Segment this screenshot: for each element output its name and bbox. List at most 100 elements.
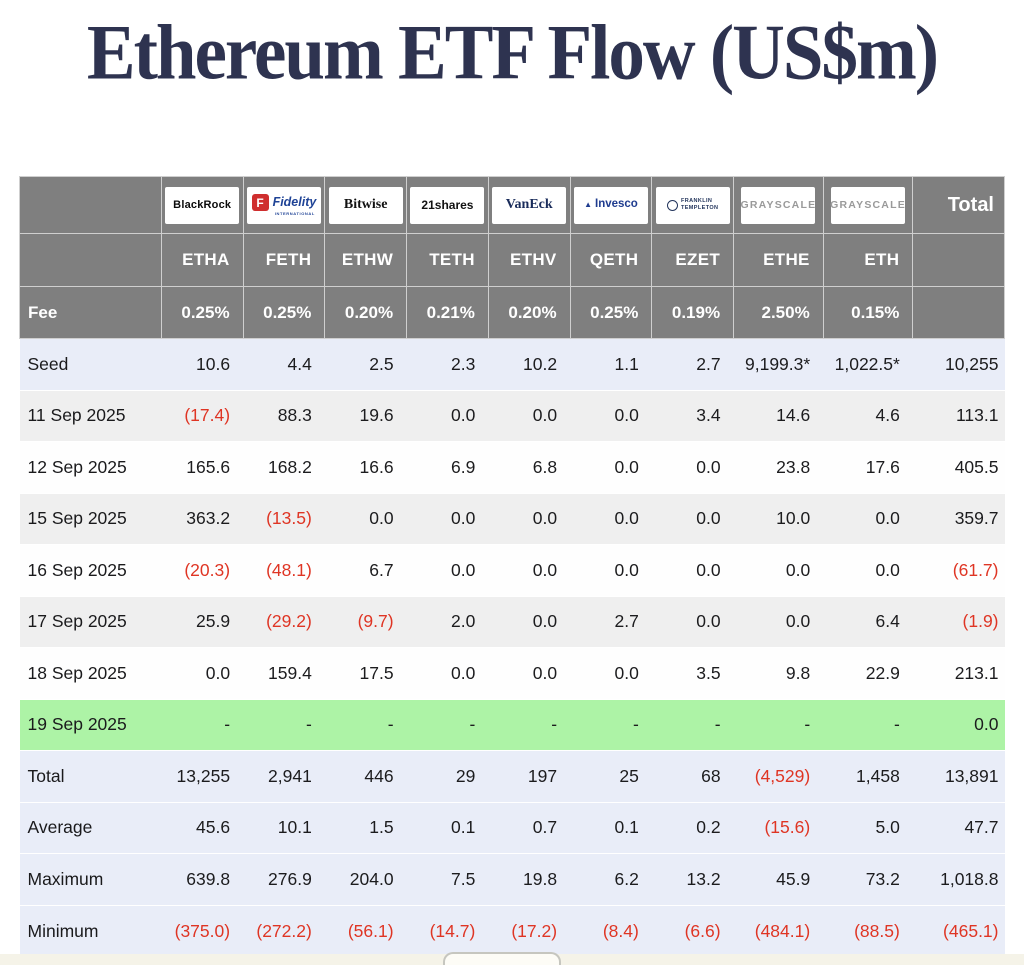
value-cell: (8.4): [570, 904, 652, 957]
value-cell: 0.0: [823, 492, 913, 545]
value-cell: -: [733, 698, 824, 751]
value-cell: 0.2: [651, 801, 734, 854]
value-cell: 2.5: [324, 338, 407, 390]
ticker-total-empty-cell: [912, 233, 1005, 287]
value-cell: 22.9: [823, 647, 913, 699]
row-total-cell: 1,018.8: [912, 853, 1005, 905]
row-total-cell: 113.1: [912, 389, 1005, 442]
ticker-row-label-cell: [19, 233, 162, 287]
bitwise-logo: Bitwise: [328, 186, 403, 224]
table-row: 18 Sep 2025 0.0 159.4 17.5 0.0 0.0 0.0 3.5 9.8 22…: [19, 647, 1005, 699]
value-cell: 0.0: [823, 544, 913, 596]
table-row: Total 13,255 2,941 446 29 197 25 68 (4,529) 1,458…: [19, 750, 1005, 802]
row-label: 17 Sep 2025: [19, 595, 162, 648]
provider-cell-grayscale-ethe: GRAYSCALE: [733, 176, 824, 234]
total-header-cell: Total: [912, 176, 1005, 234]
value-cell: 45.6: [161, 801, 244, 854]
table-row: Maximum 639.8 276.9 204.0 7.5 19.8 6.2 13.2 45.9…: [19, 853, 1005, 905]
page-title: Ethereum ETF Flow (US$m): [86, 8, 939, 96]
table-row: 19 Sep 2025- - - - - - - - -0.0: [19, 698, 1005, 751]
21shares-logo-text: 21shares: [421, 198, 474, 212]
scroll-pill[interactable]: [443, 952, 561, 965]
value-cell: 2.0: [406, 595, 489, 648]
value-cell: 0.0: [570, 647, 652, 699]
value-cell: (88.5): [823, 904, 913, 957]
table-row: 12 Sep 2025 165.6 168.2 16.6 6.9 6.8 0.0 0.0 23.…: [19, 441, 1005, 493]
value-cell: 10.2: [488, 338, 571, 390]
value-cell: 0.0: [161, 647, 244, 699]
value-cell: (56.1): [324, 904, 407, 957]
value-cell: 88.3: [243, 389, 325, 442]
value-cell: 0.0: [406, 389, 489, 442]
value-cell: 10.6: [161, 338, 244, 390]
row-label: Seed: [19, 338, 162, 390]
franklin-templeton-logo-mark: FRANKLIN TEMPLETON: [666, 197, 719, 212]
ticker-cell-eth: ETH: [822, 233, 914, 287]
value-cell: 159.4: [243, 647, 325, 699]
row-label: Maximum: [19, 853, 162, 905]
value-cell: 6.4: [823, 595, 913, 648]
value-cell: 25: [570, 750, 652, 802]
grayscale-ethe-logo: GRAYSCALE: [741, 186, 816, 224]
value-cell: 165.6: [161, 441, 244, 493]
row-label: Minimum: [19, 904, 162, 957]
value-cell: (48.1): [243, 544, 325, 596]
value-cell: 0.1: [570, 801, 652, 854]
fidelity-logo: F Fidelity INTERNATIONAL: [246, 186, 321, 224]
table-row: 11 Sep 2025 (17.4) 88.3 19.6 0.0 0.0 0.0 3.4 14.…: [19, 389, 1005, 442]
ticker-cell-etha: ETHA: [160, 233, 244, 287]
row-total-cell: 359.7: [912, 492, 1005, 545]
value-cell: 4.6: [823, 389, 913, 442]
value-cell: 276.9: [243, 853, 325, 905]
row-total-cell: 47.7: [912, 801, 1005, 854]
value-cell: 68: [651, 750, 734, 802]
value-cell: -: [570, 698, 652, 751]
value-cell: 0.0: [406, 544, 489, 596]
value-cell: -: [243, 698, 325, 751]
value-cell: -: [161, 698, 244, 751]
bitwise-logo-text: Bitwise: [343, 197, 388, 212]
fee-total-empty-cell: [912, 286, 1005, 339]
provider-logo-row: BlackRock F Fidelity INTERNATIONAL Bitwise 21…: [19, 176, 1005, 234]
value-cell: (17.4): [161, 389, 244, 442]
franklin-logo-text: FRANKLIN TEMPLETON: [680, 197, 719, 211]
value-cell: 6.8: [488, 441, 571, 493]
value-cell: 6.9: [406, 441, 489, 493]
etf-flow-table-wrap: BlackRock F Fidelity INTERNATIONAL Bitwise 21…: [19, 176, 1005, 957]
table-row: Seed 10.6 4.4 2.5 2.3 10.2 1.1 2.7 9,199.3* 1,022…: [19, 338, 1005, 390]
row-total-cell: 213.1: [912, 647, 1005, 699]
row-total-cell: 0.0: [912, 698, 1005, 751]
invesco-logo-mark: ▲ Invesco: [584, 199, 638, 211]
vaneck-logo-text: VanEck: [505, 197, 553, 212]
value-cell: 73.2: [823, 853, 913, 905]
fee-cell-eth: 0.15%: [822, 286, 914, 339]
value-cell: 0.0: [488, 492, 571, 545]
row-label: Average: [19, 801, 162, 854]
value-cell: 0.0: [570, 544, 652, 596]
value-cell: 25.9: [161, 595, 244, 648]
value-cell: (15.6): [733, 801, 824, 854]
value-cell: 16.6: [324, 441, 407, 493]
value-cell: 13.2: [651, 853, 734, 905]
value-cell: 23.8: [733, 441, 824, 493]
value-cell: (6.6): [651, 904, 734, 957]
value-cell: 363.2: [161, 492, 244, 545]
value-cell: -: [406, 698, 489, 751]
provider-cell-invesco: ▲ Invesco: [569, 176, 653, 234]
ticker-cell-ezet: EZET: [651, 233, 735, 287]
invesco-triangle-icon: ▲: [584, 200, 592, 209]
grayscale-eth-logo: GRAYSCALE: [830, 186, 906, 224]
value-cell: 45.9: [733, 853, 824, 905]
row-label: 11 Sep 2025: [19, 389, 162, 442]
value-cell: 0.0: [406, 647, 489, 699]
value-cell: (14.7): [406, 904, 489, 957]
etf-table-head: BlackRock F Fidelity INTERNATIONAL Bitwise 21…: [19, 176, 1005, 339]
invesco-logo-text: Invesco: [595, 198, 638, 211]
ticker-cell-ethv: ETHV: [487, 233, 571, 287]
value-cell: 14.6: [733, 389, 824, 442]
fee-cell-ethe: 2.50%: [733, 286, 824, 339]
invesco-logo: ▲ Invesco: [573, 186, 648, 224]
value-cell: 0.1: [406, 801, 489, 854]
value-cell: 1,022.5*: [823, 338, 913, 390]
value-cell: 9,199.3*: [733, 338, 824, 390]
